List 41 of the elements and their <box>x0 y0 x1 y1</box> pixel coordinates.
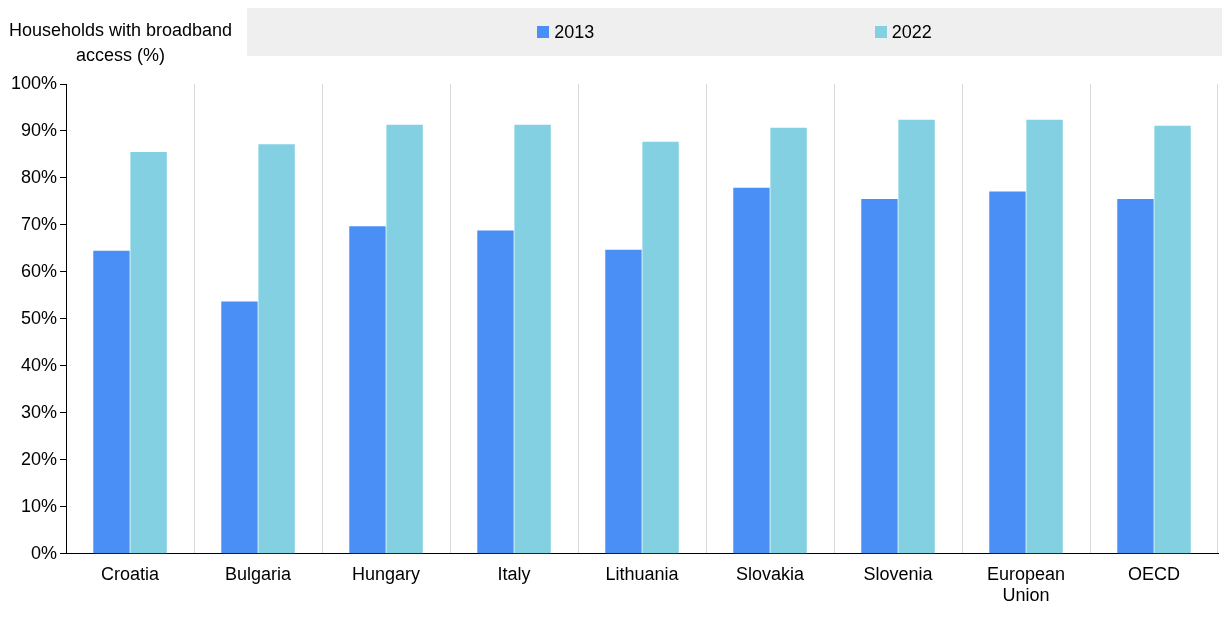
x-tick-label: Italy <box>497 563 531 584</box>
bar <box>130 152 167 554</box>
bar <box>898 119 935 554</box>
bar <box>1026 119 1063 554</box>
y-tick-label: 0% <box>31 542 58 563</box>
x-tick-label: Slovenia <box>863 563 934 584</box>
bar <box>989 191 1026 554</box>
y-axis-title: Households with broadband access (%) <box>8 19 233 67</box>
bar <box>386 124 423 554</box>
y-tick-label: 50% <box>21 307 58 328</box>
bar <box>733 187 770 554</box>
bar <box>642 141 679 554</box>
x-tick-label: European Union <box>986 563 1066 606</box>
x-tick-label: Croatia <box>101 563 161 584</box>
y-tick-label: 90% <box>21 119 58 140</box>
x-tick-label: OECD <box>1127 563 1181 584</box>
y-tick-label: 10% <box>21 495 58 516</box>
y-tick-label: 80% <box>21 166 58 187</box>
x-tick-label: Slovakia <box>735 563 806 584</box>
y-tick-label: 20% <box>21 448 58 469</box>
x-tick-label: Bulgaria <box>225 563 293 584</box>
bar <box>258 144 295 554</box>
bar <box>605 249 642 554</box>
bar <box>477 230 514 554</box>
bar <box>514 124 551 554</box>
x-tick-label: Hungary <box>352 563 421 584</box>
bar <box>221 301 258 554</box>
y-tick-label: 30% <box>21 401 58 422</box>
y-tick-label: 40% <box>21 354 58 375</box>
x-tick-label: Lithuania <box>605 563 680 584</box>
bar <box>349 226 386 554</box>
bar <box>1117 199 1154 554</box>
bar <box>1154 125 1191 554</box>
bar <box>861 199 898 554</box>
legend-label: 2022 <box>891 21 932 43</box>
y-tick-label: 60% <box>21 260 58 281</box>
bar <box>770 127 807 554</box>
legend-label: 2013 <box>554 21 595 43</box>
y-tick-label: 70% <box>21 213 58 234</box>
bar <box>93 250 130 554</box>
y-tick-label: 100% <box>10 72 58 93</box>
